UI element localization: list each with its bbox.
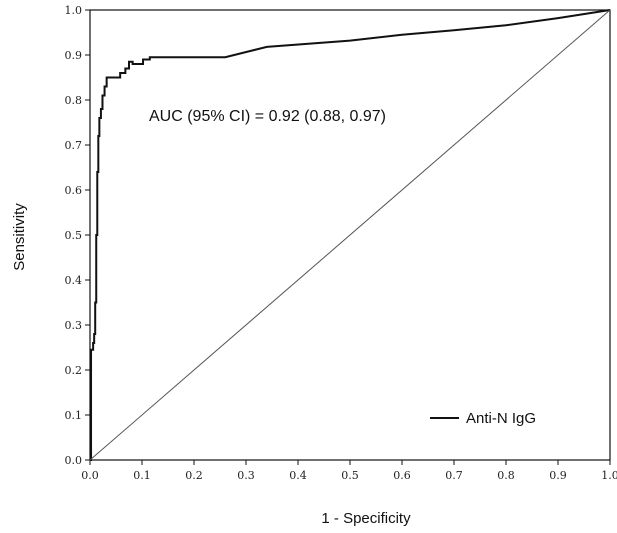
x-tick-label: 0.3	[237, 469, 255, 482]
legend: Anti-N IgG	[430, 410, 536, 427]
x-tick-label: 0.5	[341, 469, 359, 482]
y-tick-label: 0.4	[65, 274, 83, 287]
y-tick-label: 0.2	[65, 364, 83, 377]
x-tick-label: 0.8	[497, 469, 515, 482]
x-tick-label: 0.7	[445, 469, 463, 482]
curves	[89, 9, 611, 461]
legend-label-anti-n-igg: Anti-N IgG	[466, 410, 536, 427]
y-tick-label: 0.8	[65, 94, 83, 107]
x-tick-label: 0.6	[393, 469, 411, 482]
x-tick-label: 0.2	[185, 469, 203, 482]
y-tick-label: 0.1	[65, 409, 83, 422]
x-tick-label: 0.9	[549, 469, 567, 482]
y-tick-label: 1.0	[65, 4, 83, 17]
y-axis: 0.0 0.1 0.2 0.3 0.4 0.5 0.6 0.7 0.8 0.9 1.0	[65, 4, 90, 467]
y-tick-label: 0.3	[65, 319, 83, 332]
x-tick-label: 0.4	[289, 469, 307, 482]
x-tick-label: 1.0	[601, 469, 617, 482]
roc-curve-anti-n-igg	[90, 9, 611, 461]
auc-annotation: AUC (95% CI) = 0.92 (0.88, 0.97)	[149, 108, 386, 125]
y-tick-label: 0.7	[65, 139, 83, 152]
y-tick-label: 0.0	[65, 454, 83, 467]
x-axis-title: 1 - Specificity	[321, 510, 411, 527]
x-tick-label: 0.0	[81, 469, 99, 482]
reference-diagonal-line	[89, 9, 611, 461]
y-axis-title: Sensitivity	[11, 203, 28, 271]
y-tick-label: 0.9	[65, 49, 83, 62]
x-axis: 0.0 0.1 0.2 0.3 0.4 0.5 0.6 0.7 0.8 0.9 1.0	[81, 460, 617, 482]
y-tick-label: 0.5	[65, 229, 83, 242]
y-tick-label: 0.6	[65, 184, 83, 197]
x-tick-label: 0.1	[133, 469, 151, 482]
